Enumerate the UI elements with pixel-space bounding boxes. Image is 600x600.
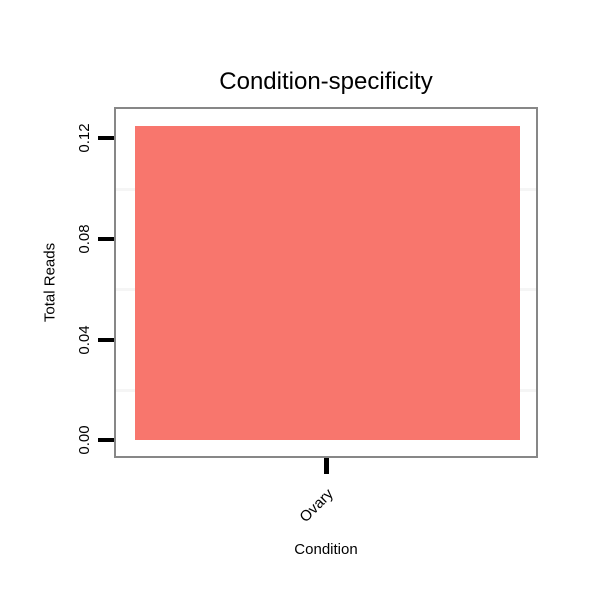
- x-tick-mark: [324, 458, 329, 474]
- y-tick-mark: [98, 236, 114, 241]
- plot-panel: [114, 107, 538, 458]
- x-tick-label-ovary: Ovary: [296, 485, 337, 526]
- y-tick-label: 0.12: [76, 123, 93, 154]
- y-tick-mark: [98, 337, 114, 342]
- y-tick-label: 0.08: [76, 224, 93, 254]
- y-tick-label: 0.04: [76, 324, 93, 355]
- x-axis-label: Condition: [294, 541, 358, 558]
- y-tick-mark: [98, 438, 114, 443]
- y-axis-label: Total Reads: [41, 242, 59, 323]
- bar-ovary: [135, 125, 520, 441]
- y-tick-mark: [98, 136, 114, 141]
- y-tick-label: 0.00: [76, 425, 93, 455]
- chart-title: Condition-specificity: [219, 68, 433, 95]
